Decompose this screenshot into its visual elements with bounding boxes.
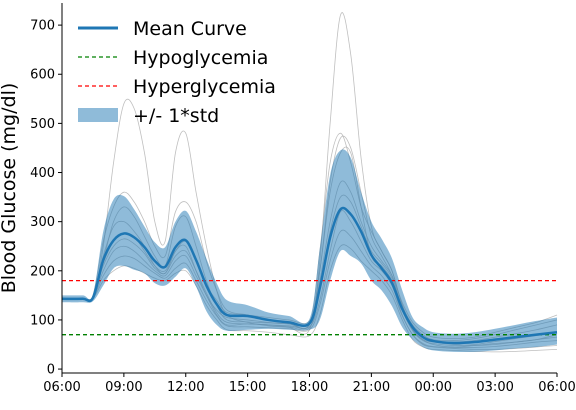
x-tick-label-2: 12:00	[167, 380, 204, 395]
x-tick-label-0: 06:00	[43, 380, 80, 395]
y-axis-title: Blood Glucose (mg/dl)	[0, 83, 20, 294]
y-tick-label-100: 100	[30, 313, 55, 328]
y-tick-label-300: 300	[30, 215, 55, 230]
std-band-layer	[62, 149, 557, 353]
legend-label-hypo: Hypoglycemia	[133, 47, 268, 69]
x-tick-label-8: 06:00	[538, 380, 575, 395]
legend-label-mean: Mean Curve	[133, 18, 247, 40]
y-tick-label-500: 500	[30, 117, 55, 132]
y-tick-label-400: 400	[30, 166, 55, 181]
y-tick-label-600: 600	[30, 68, 55, 83]
x-tick-label-4: 18:00	[291, 380, 328, 395]
y-tick-label-0: 0	[47, 363, 55, 378]
y-tick-label-700: 700	[30, 19, 55, 34]
x-tick-label-1: 09:00	[105, 380, 142, 395]
std-band	[62, 149, 557, 353]
legend: Mean Curve Hypoglycemia Hyperglycemia +/…	[78, 18, 276, 127]
tick-layer: 0 100 200 300 400 500 600 700 06:00 09:00 12:00 15:…	[30, 19, 576, 395]
x-tick-label-7: 03:00	[476, 380, 513, 395]
mean-curve	[61, 206, 558, 345]
legend-label-hyper: Hyperglycemia	[133, 76, 276, 98]
legend-swatch-std	[78, 108, 118, 122]
x-tick-label-3: 15:00	[229, 380, 266, 395]
x-tick-label-5: 21:00	[353, 380, 390, 395]
threshold-lines	[62, 279, 557, 336]
x-tick-label-6: 00:00	[415, 380, 452, 395]
mean-curve-layer	[61, 206, 558, 345]
legend-label-std: +/- 1*std	[133, 105, 219, 127]
y-tick-label-200: 200	[30, 264, 55, 279]
